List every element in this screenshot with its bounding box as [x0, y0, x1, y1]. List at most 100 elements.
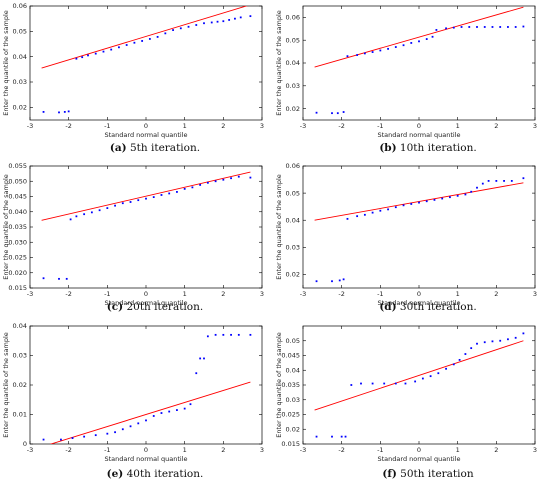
data-point: [187, 25, 190, 28]
panel-caption: (f) 50th iteration: [382, 468, 473, 480]
x-tick-label: -1: [377, 446, 383, 454]
reference-line: [49, 381, 251, 444]
data-point: [121, 202, 124, 205]
chart-panel-c: -3 -2 -1 0 1 2 3 0.015 0.020 0.025 0.030 0.035 0.040…: [2, 162, 264, 313]
data-point: [195, 24, 198, 26]
data-point: [356, 215, 359, 218]
data-point: [42, 438, 45, 441]
x-tick-label: -2: [338, 122, 344, 130]
data-point: [152, 196, 155, 199]
y-tick-label: 0.03: [286, 82, 300, 90]
data-point: [152, 415, 155, 417]
y-tick-label: 0.040: [8, 208, 27, 216]
data-point: [431, 35, 434, 38]
reference-line: [41, 6, 248, 69]
x-tick-label: -2: [338, 290, 344, 298]
data-point: [456, 194, 459, 197]
y-axis-label: Enter the quantile of the sample: [2, 332, 10, 438]
data-point: [371, 382, 374, 385]
data-point: [371, 51, 374, 53]
y-tick-label: 0.02: [286, 105, 300, 113]
y-tick-label: 0.015: [281, 440, 300, 448]
y-tick-label: 0.06: [286, 162, 300, 170]
y-tick-label: 0.04: [13, 322, 27, 330]
y-axis-label: Enter the quantile of the sample: [275, 332, 283, 438]
data-point: [495, 180, 498, 182]
x-tick-label: 3: [533, 290, 537, 298]
plot-area: [314, 332, 525, 438]
data-point: [487, 180, 490, 182]
data-point: [342, 111, 345, 113]
data-point: [383, 382, 386, 385]
data-point: [331, 435, 333, 438]
x-tick-label: 3: [533, 122, 537, 130]
data-point: [203, 22, 205, 25]
data-point: [483, 341, 486, 344]
data-point: [460, 26, 463, 28]
data-point: [137, 422, 140, 425]
data-point: [114, 204, 116, 207]
data-point: [83, 435, 86, 438]
x-tick-label: 3: [260, 290, 264, 298]
reference-line: [314, 6, 524, 68]
x-tick-label: -2: [65, 122, 71, 130]
data-point: [315, 435, 318, 438]
data-point: [176, 191, 178, 193]
data-point: [402, 204, 405, 207]
panel-caption: (b) 10th iteration.: [379, 142, 476, 154]
y-tick-label: 0.045: [8, 193, 27, 201]
data-point: [445, 27, 447, 30]
data-point: [468, 26, 471, 28]
data-point: [42, 110, 45, 113]
x-axis-label: Standard normal quantile: [378, 455, 461, 463]
x-tick-label: 2: [221, 122, 225, 130]
caption-text: 40th iteration.: [123, 468, 203, 480]
plot-frame: [302, 325, 536, 445]
x-tick-label: -1: [104, 446, 110, 454]
data-point: [172, 29, 174, 31]
panel-caption: (a) 5th iteration.: [110, 142, 200, 154]
data-point: [137, 199, 140, 202]
data-point: [350, 384, 353, 386]
data-point: [449, 196, 451, 199]
plot-area: [314, 177, 525, 283]
data-point: [214, 333, 217, 336]
y-tick-label: 0.05: [286, 36, 300, 44]
data-point: [414, 380, 417, 383]
data-point: [65, 277, 68, 280]
y-tick-label: 0.04: [286, 366, 300, 374]
data-point: [222, 333, 225, 336]
y-tick-label: 0.05: [286, 189, 300, 197]
data-point: [164, 32, 167, 35]
x-tick-label: 1: [456, 122, 460, 130]
x-tick-label: 3: [533, 446, 537, 454]
data-point: [195, 372, 198, 375]
x-tick-label: 1: [183, 290, 187, 298]
data-point: [71, 437, 74, 439]
x-tick-label: -2: [65, 290, 71, 298]
y-tick-label: 0.01: [13, 411, 27, 419]
y-tick-label: 0.02: [13, 104, 27, 112]
data-point: [340, 435, 343, 438]
plot-area: [314, 6, 525, 115]
y-tick-label: 0.055: [8, 162, 27, 170]
caption-tag: (c): [107, 301, 123, 313]
caption-text: 20th iteration.: [123, 301, 203, 313]
data-point: [410, 42, 413, 44]
data-point: [145, 419, 147, 422]
data-point: [168, 192, 171, 195]
data-point: [429, 375, 432, 378]
data-point: [239, 16, 242, 19]
data-point: [476, 26, 478, 28]
data-point: [63, 110, 66, 113]
y-tick-label: 0.06: [13, 2, 27, 10]
y-tick-label: 0.015: [8, 284, 27, 292]
data-point: [206, 335, 209, 338]
data-point: [98, 209, 101, 212]
data-point: [176, 409, 178, 411]
data-point: [129, 425, 132, 428]
data-point: [491, 340, 494, 343]
data-point: [394, 382, 397, 385]
y-axis-label: Enter the quantile of the sample: [2, 10, 10, 116]
